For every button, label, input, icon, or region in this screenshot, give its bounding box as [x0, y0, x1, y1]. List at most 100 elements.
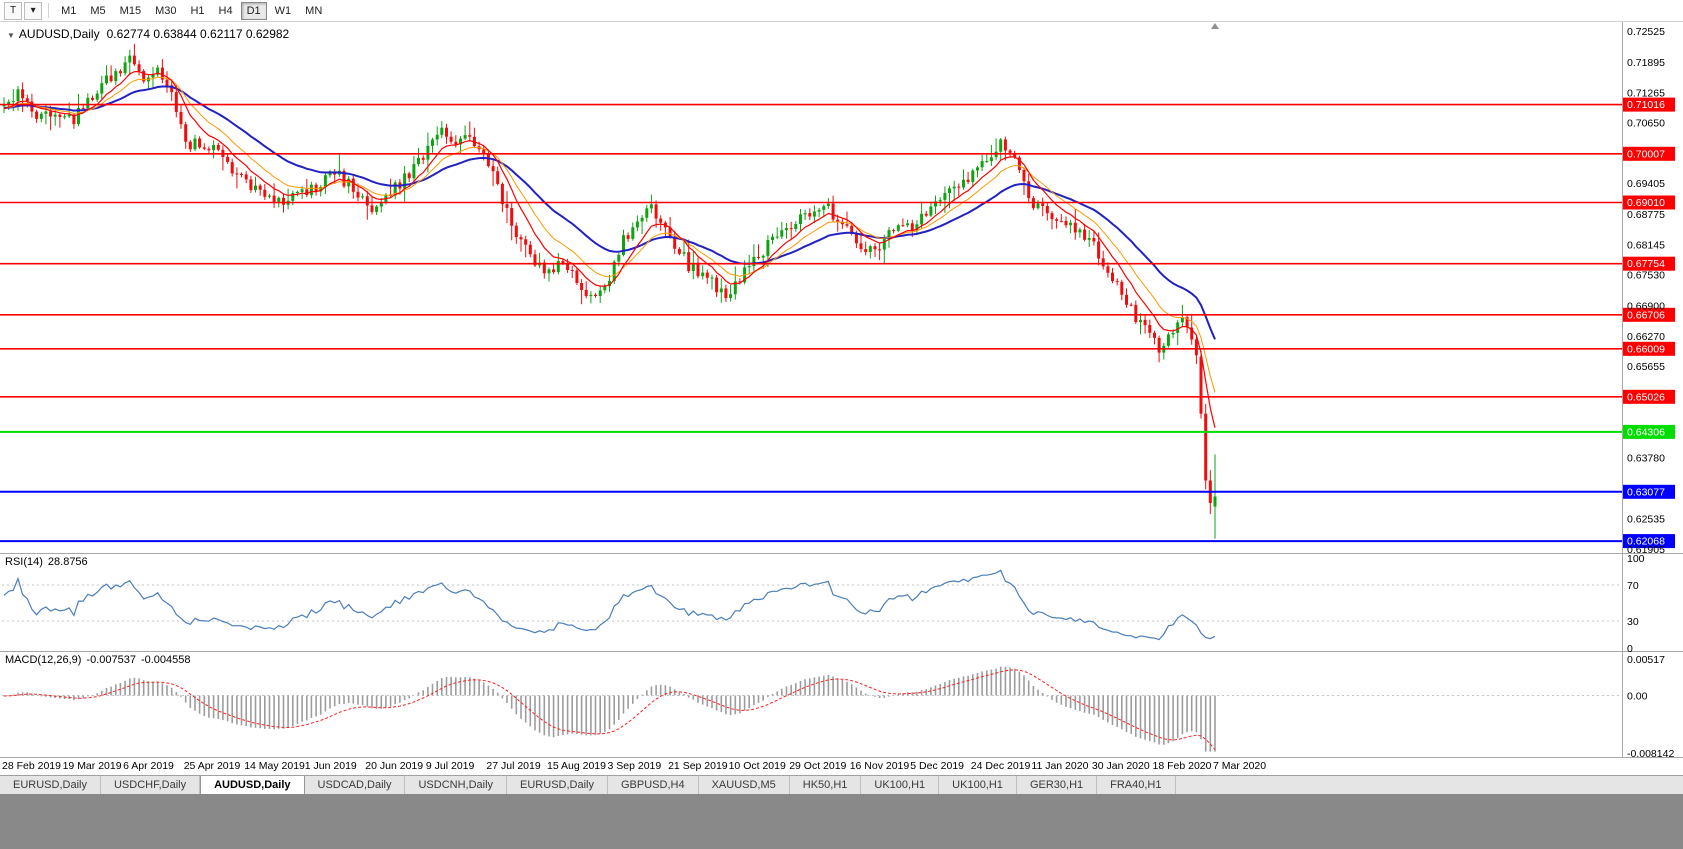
svg-text:0.69010: 0.69010 [1627, 197, 1665, 209]
symbol-tab[interactable]: EURUSD,Daily [507, 776, 608, 794]
time-axis-label: 25 Apr 2019 [184, 760, 241, 772]
svg-text:0.69405: 0.69405 [1627, 178, 1665, 190]
time-axis-label: 28 Feb 2019 [2, 760, 61, 772]
macd-main-value: -0.007537 [86, 654, 136, 666]
time-axis-label: 30 Jan 2020 [1092, 760, 1150, 772]
time-axis-label: 19 Mar 2019 [63, 760, 122, 772]
chart-style-button[interactable]: ▾ [24, 1, 43, 20]
macd-signal-line [3, 669, 1216, 750]
symbol-tab[interactable]: UK100,H1 [939, 776, 1017, 794]
symbol-tab[interactable]: GBPUSD,H4 [608, 776, 699, 794]
svg-text:0.66706: 0.66706 [1627, 309, 1665, 321]
svg-text:0.68775: 0.68775 [1627, 209, 1665, 221]
horizontal-line[interactable]: 0.64306 [0, 424, 1675, 439]
svg-text:0.67754: 0.67754 [1627, 258, 1665, 270]
svg-text:0.65026: 0.65026 [1627, 391, 1665, 403]
time-axis-label: 11 Jan 2020 [1031, 760, 1088, 772]
svg-text:0.65655: 0.65655 [1627, 361, 1665, 373]
symbol-tab[interactable]: UK100,H1 [861, 776, 940, 794]
timeframe-button-m5[interactable]: M5 [90, 4, 106, 17]
timeframe-button-m1[interactable]: M1 [61, 4, 77, 17]
symbol-tab[interactable]: HK50,H1 [789, 776, 862, 794]
time-axis-label: 5 Dec 2019 [910, 760, 964, 772]
svg-text:0.71016: 0.71016 [1627, 99, 1665, 111]
timeframe-button-w1[interactable]: W1 [274, 4, 292, 17]
svg-text:70: 70 [1627, 580, 1639, 592]
symbol-tab[interactable]: USDCNH,Daily [405, 776, 508, 794]
svg-text:0: 0 [1627, 643, 1633, 655]
price-axis[interactable]: 0.72525 0.71895 0.71265 0.70650 0.69405 0.687… [1627, 26, 1674, 760]
timeframe-button-m30[interactable]: M30 [155, 4, 177, 17]
svg-text:0.63077: 0.63077 [1627, 486, 1665, 498]
price-line-badge [1623, 424, 1675, 439]
rsi-value: 28.8756 [47, 556, 88, 568]
timeframe-button-m15[interactable]: M15 [119, 4, 142, 17]
timeframe-button-d1[interactable]: D1 [240, 1, 267, 20]
macd-histogram [3, 666, 1216, 752]
svg-text:0.62535: 0.62535 [1627, 513, 1665, 525]
horizontal-line[interactable]: 0.66009 [0, 341, 1675, 356]
rsi-name: RSI(14) [5, 556, 43, 568]
symbol-tab[interactable]: FRA40,H1 [1097, 776, 1176, 794]
horizontal-line[interactable]: 0.62068 [0, 534, 1675, 549]
horizontal-line[interactable]: 0.66706 [0, 307, 1675, 322]
chart-symbol-label: AUDUSD,Daily [18, 27, 100, 41]
horizontal-lines: 0.71016 0.70007 0.69010 0.67754 0.66706 0.660… [0, 97, 1675, 549]
price-line-badge [1623, 97, 1675, 112]
time-axis-label: 14 May 2019 [244, 760, 305, 772]
horizontal-line[interactable]: 0.63077 [0, 484, 1675, 499]
chart-collapse-icon[interactable]: ▼ [7, 31, 15, 40]
symbol-tab[interactable]: AUDUSD,Daily [200, 776, 305, 794]
horizontal-line[interactable]: 0.65026 [0, 389, 1675, 404]
symbol-tab[interactable]: GER30,H1 [1016, 776, 1098, 794]
svg-text:0.67530: 0.67530 [1627, 270, 1665, 282]
svg-text:0.64306: 0.64306 [1627, 426, 1665, 438]
toolbar-separator [48, 3, 50, 18]
price-line-badge [1623, 389, 1675, 404]
time-axis-label: 10 Oct 2019 [729, 760, 786, 772]
macd-name: MACD(12,26,9) [5, 654, 82, 666]
price-line-badge [1623, 484, 1675, 499]
horizontal-line[interactable]: 0.71016 [0, 97, 1675, 112]
horizontal-line[interactable]: 0.69010 [0, 195, 1675, 210]
candles-layer [2, 43, 1217, 539]
chart-tabs-bar: EURUSD,Daily USDCHF,Daily AUDUSD,Daily USDC… [0, 775, 1683, 794]
price-line-badge [1623, 195, 1675, 210]
symbol-tab[interactable]: EURUSD,Daily [0, 776, 101, 794]
panel-dividers[interactable] [0, 22, 1683, 758]
rsi-indicator-label: RSI(14) 28.8756 [5, 556, 93, 568]
svg-text:0.00: 0.00 [1627, 691, 1648, 703]
time-axis-label: 7 Mar 2020 [1213, 760, 1266, 772]
macd-signal-value: -0.004558 [140, 654, 191, 666]
symbol-tab[interactable]: XAUUSD,M5 [698, 776, 790, 794]
svg-text:0.68145: 0.68145 [1627, 240, 1665, 252]
timeframe-button-mn[interactable]: MN [305, 4, 323, 17]
chart-title: ▼ AUDUSD,Daily 0.62774 0.63844 0.62117 0.6… [7, 27, 289, 41]
svg-text:0.71265: 0.71265 [1627, 88, 1665, 100]
time-axis-label: 15 Aug 2019 [547, 760, 606, 772]
time-axis-label: 20 Jun 2019 [365, 760, 423, 772]
timeframe-button-h1[interactable]: H1 [190, 4, 205, 17]
time-axis[interactable]: 28 Feb 2019 19 Mar 2019 6 Apr 2019 25 Apr 2… [2, 760, 1266, 772]
time-axis-label: 27 Jul 2019 [486, 760, 540, 772]
symbol-tab[interactable]: USDCHF,Daily [100, 776, 201, 794]
pointer-tool-button[interactable]: T [4, 1, 23, 20]
symbol-tab[interactable]: USDCAD,Daily [304, 776, 406, 794]
horizontal-line[interactable]: 0.70007 [0, 146, 1675, 161]
time-axis-label: 24 Dec 2019 [971, 760, 1031, 772]
window-background [0, 794, 1683, 849]
time-axis-label: 6 Apr 2019 [123, 760, 174, 772]
svg-text:0.72525: 0.72525 [1627, 26, 1665, 38]
svg-text:0.62068: 0.62068 [1627, 536, 1665, 548]
horizontal-line[interactable]: 0.67754 [0, 256, 1675, 271]
rsi-line [3, 569, 1216, 641]
time-axis-label: 1 Jun 2019 [305, 760, 357, 772]
svg-text:-0.008142: -0.008142 [1627, 748, 1674, 760]
time-axis-label: 29 Oct 2019 [789, 760, 846, 772]
timeframe-button-h4[interactable]: H4 [218, 4, 233, 17]
svg-text:0.63780: 0.63780 [1627, 453, 1665, 465]
time-axis-label: 21 Sep 2019 [668, 760, 728, 772]
chart-shift-marker-icon[interactable] [1211, 23, 1219, 29]
